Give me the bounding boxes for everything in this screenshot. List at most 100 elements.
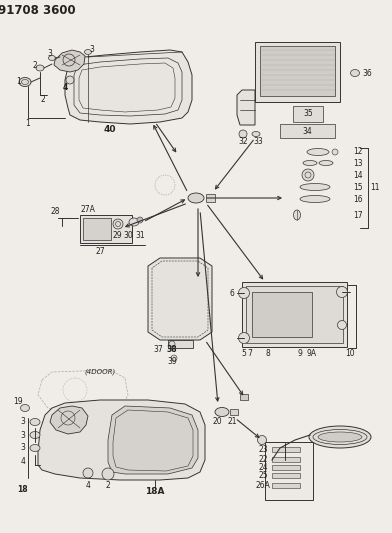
Text: 40: 40 <box>104 125 116 134</box>
Text: 16: 16 <box>353 195 363 204</box>
Bar <box>242 282 347 347</box>
Polygon shape <box>54 50 85 72</box>
Bar <box>206 194 215 202</box>
Bar <box>260 46 335 96</box>
Ellipse shape <box>252 132 260 136</box>
Text: 39: 39 <box>167 358 177 367</box>
Text: 4: 4 <box>62 84 68 93</box>
Ellipse shape <box>318 432 362 442</box>
Text: 3: 3 <box>20 416 25 425</box>
Text: 3: 3 <box>20 431 25 440</box>
Text: 32: 32 <box>238 138 248 147</box>
Circle shape <box>302 169 314 181</box>
Text: 22: 22 <box>258 456 268 464</box>
Polygon shape <box>148 258 212 340</box>
Bar <box>272 447 300 452</box>
Text: 3: 3 <box>47 49 53 58</box>
Bar <box>280 124 335 138</box>
Text: 10: 10 <box>345 349 355 358</box>
Text: 2: 2 <box>41 95 45 104</box>
Text: 3: 3 <box>89 44 94 53</box>
Ellipse shape <box>319 160 333 166</box>
Ellipse shape <box>188 193 204 203</box>
Text: 26A: 26A <box>256 481 270 490</box>
Text: 91708 3600: 91708 3600 <box>0 4 76 17</box>
Circle shape <box>238 333 249 343</box>
Bar <box>272 465 300 470</box>
Text: 25: 25 <box>258 472 268 481</box>
Ellipse shape <box>350 69 359 77</box>
Text: (4DOOR): (4DOOR) <box>84 369 116 375</box>
Circle shape <box>336 287 347 297</box>
Text: 9: 9 <box>298 349 303 358</box>
Text: 3: 3 <box>20 443 25 453</box>
Text: 4: 4 <box>20 456 25 465</box>
Text: 17: 17 <box>353 211 363 220</box>
Circle shape <box>239 130 247 138</box>
Polygon shape <box>65 50 192 124</box>
Ellipse shape <box>30 418 40 425</box>
Text: 11: 11 <box>370 183 380 192</box>
Circle shape <box>83 468 93 478</box>
Text: 35: 35 <box>303 109 313 118</box>
Text: 36: 36 <box>362 69 372 77</box>
Text: 8: 8 <box>266 349 270 358</box>
Text: 21: 21 <box>227 417 237 426</box>
Bar <box>272 457 300 462</box>
Ellipse shape <box>129 218 139 226</box>
Text: 6: 6 <box>230 288 234 297</box>
Text: 13: 13 <box>353 158 363 167</box>
Text: 27A: 27A <box>81 206 95 214</box>
Text: 37: 37 <box>153 345 163 354</box>
Text: 24: 24 <box>258 464 268 472</box>
Circle shape <box>113 219 123 229</box>
Text: 2: 2 <box>33 61 37 69</box>
Text: 38: 38 <box>167 345 177 354</box>
Ellipse shape <box>19 77 31 86</box>
Circle shape <box>258 435 267 445</box>
Text: 9A: 9A <box>307 349 317 358</box>
Ellipse shape <box>85 50 91 54</box>
Ellipse shape <box>307 149 329 156</box>
Text: 34: 34 <box>302 126 312 135</box>
Ellipse shape <box>300 196 330 203</box>
Polygon shape <box>108 406 198 474</box>
Text: 14: 14 <box>353 171 363 180</box>
Bar <box>83 218 111 240</box>
Text: 29: 29 <box>112 230 122 239</box>
Ellipse shape <box>309 426 371 448</box>
Circle shape <box>332 149 338 155</box>
Bar <box>240 394 248 400</box>
Ellipse shape <box>20 405 29 411</box>
Ellipse shape <box>30 445 40 451</box>
Circle shape <box>171 355 177 361</box>
Text: 20: 20 <box>212 417 222 426</box>
Text: 5: 5 <box>241 349 247 358</box>
Text: 30: 30 <box>123 230 133 239</box>
Text: 19: 19 <box>13 398 23 407</box>
Text: 12: 12 <box>353 148 363 157</box>
Bar <box>272 483 300 488</box>
Bar <box>252 292 312 337</box>
Ellipse shape <box>215 408 229 416</box>
Ellipse shape <box>49 55 56 61</box>
Circle shape <box>338 320 347 329</box>
Circle shape <box>137 217 143 223</box>
Bar <box>80 215 132 243</box>
Bar <box>230 409 238 415</box>
Ellipse shape <box>30 432 40 439</box>
Circle shape <box>169 341 175 347</box>
Text: 15: 15 <box>353 182 363 191</box>
Text: 1: 1 <box>25 118 30 127</box>
Text: 23: 23 <box>258 446 268 455</box>
Circle shape <box>66 76 74 84</box>
Text: 7: 7 <box>248 349 252 358</box>
Text: 18: 18 <box>17 486 27 495</box>
Polygon shape <box>237 90 255 125</box>
Text: 4: 4 <box>85 481 91 489</box>
Bar <box>246 286 343 343</box>
Text: 33: 33 <box>253 138 263 147</box>
Text: 2: 2 <box>105 481 111 489</box>
Bar <box>168 340 193 348</box>
Ellipse shape <box>300 183 330 190</box>
